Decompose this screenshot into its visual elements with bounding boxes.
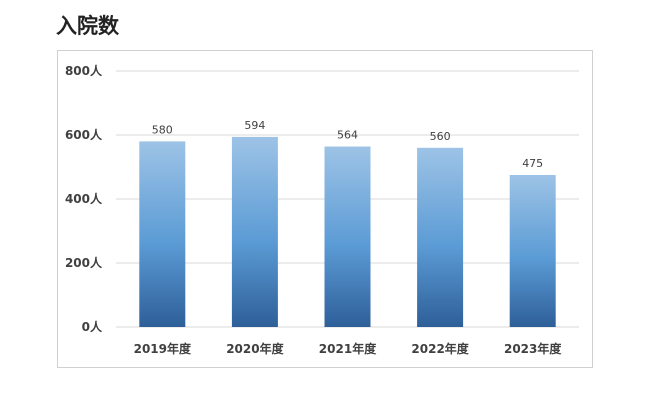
y-tick-label: 200人 <box>65 255 103 270</box>
x-tick-label: 2023年度 <box>504 341 562 356</box>
page-title: 入院数 <box>56 14 119 38</box>
bar <box>324 146 371 327</box>
data-label: 564 <box>337 129 358 142</box>
bar <box>231 136 278 327</box>
bar <box>509 175 556 327</box>
chart-area: 0人 200人 400人 600人 800人 580 594 564 560 475 2019年… <box>57 50 593 368</box>
bar <box>139 141 186 327</box>
bar-chart: 0人 200人 400人 600人 800人 580 594 564 560 475 2019年… <box>65 63 579 356</box>
x-tick-label: 2021年度 <box>319 341 377 356</box>
data-label: 594 <box>244 119 265 132</box>
x-tick-label: 2020年度 <box>226 341 284 356</box>
bars <box>139 136 556 327</box>
y-axis-ticks: 0人 200人 400人 600人 800人 <box>65 63 103 334</box>
x-tick-label: 2019年度 <box>134 341 192 356</box>
y-tick-label: 800人 <box>65 63 103 78</box>
x-axis-ticks: 2019年度 2020年度 2021年度 2022年度 2023年度 <box>134 341 563 356</box>
x-tick-label: 2022年度 <box>411 341 469 356</box>
data-labels: 580 594 564 560 475 <box>152 119 543 170</box>
data-label: 580 <box>152 123 173 136</box>
bar <box>417 147 464 327</box>
y-tick-label: 0人 <box>82 319 103 334</box>
y-tick-label: 600人 <box>65 127 103 142</box>
data-label: 560 <box>430 130 451 143</box>
data-label: 475 <box>522 157 543 170</box>
y-tick-label: 400人 <box>65 191 103 206</box>
